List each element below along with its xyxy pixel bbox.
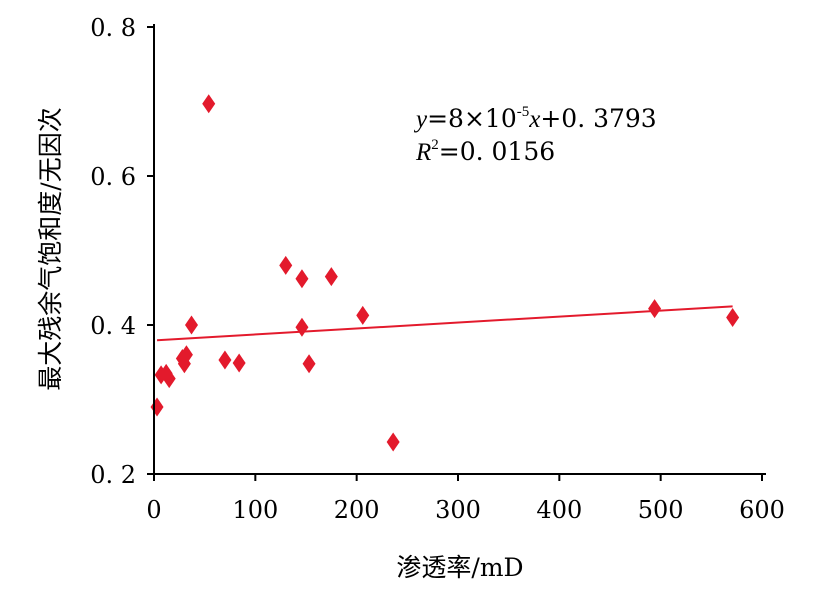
data-point: [648, 299, 662, 319]
data-point: [202, 94, 216, 114]
data-point: [232, 353, 246, 373]
data-point: [356, 305, 370, 325]
r-squared-line: R2=0. 0156: [415, 137, 555, 166]
y-tick-label: 0. 2: [90, 461, 136, 489]
y-tick-label: 0. 4: [90, 312, 136, 340]
data-point: [162, 369, 176, 389]
eq-exponent: -5: [517, 104, 530, 120]
y-tick-label: 0. 6: [90, 163, 136, 191]
trend-equation: y=8×10-5x+0. 3793 R2=0. 0156: [413, 104, 657, 166]
data-point: [218, 350, 232, 370]
y-axis-title: 最大残余气饱和度/无因次: [36, 107, 65, 390]
data-point: [302, 354, 316, 374]
y-ticks: 0. 2 0. 4 0. 6 0. 8: [90, 14, 154, 489]
x-tick-label: 0: [146, 496, 161, 524]
axes: [153, 24, 766, 475]
data-point: [295, 269, 309, 289]
data-points: [150, 94, 740, 452]
eq-mid: =8×10: [427, 104, 517, 133]
r-var: R: [415, 139, 431, 166]
data-point: [179, 345, 193, 365]
eq-x-var: x: [528, 106, 540, 133]
y-tick-label: 0. 8: [90, 14, 136, 42]
x-tick-label: 500: [638, 496, 684, 524]
x-tick-label: 600: [739, 496, 785, 524]
trendline: [156, 305, 733, 342]
data-point: [295, 317, 309, 337]
x-ticks: 0 100 200 300 400 500 600: [146, 474, 785, 524]
eq-tail: +0. 3793: [540, 104, 656, 133]
trendline-group: [156, 305, 733, 342]
data-point: [726, 308, 740, 328]
x-tick-label: 300: [435, 496, 481, 524]
x-tick-label: 100: [232, 496, 278, 524]
data-point: [184, 315, 198, 335]
r-value: =0. 0156: [439, 137, 555, 166]
data-point: [386, 432, 400, 452]
x-tick-label: 400: [536, 496, 582, 524]
r-exponent: 2: [431, 137, 439, 153]
data-point: [279, 255, 293, 275]
equation-line: y=8×10-5x+0. 3793: [413, 104, 657, 133]
data-point: [324, 267, 338, 287]
eq-y-var: y: [413, 106, 428, 133]
x-tick-label: 200: [334, 496, 380, 524]
data-point: [150, 397, 164, 417]
x-axis-title: 渗透率/mD: [396, 553, 523, 582]
